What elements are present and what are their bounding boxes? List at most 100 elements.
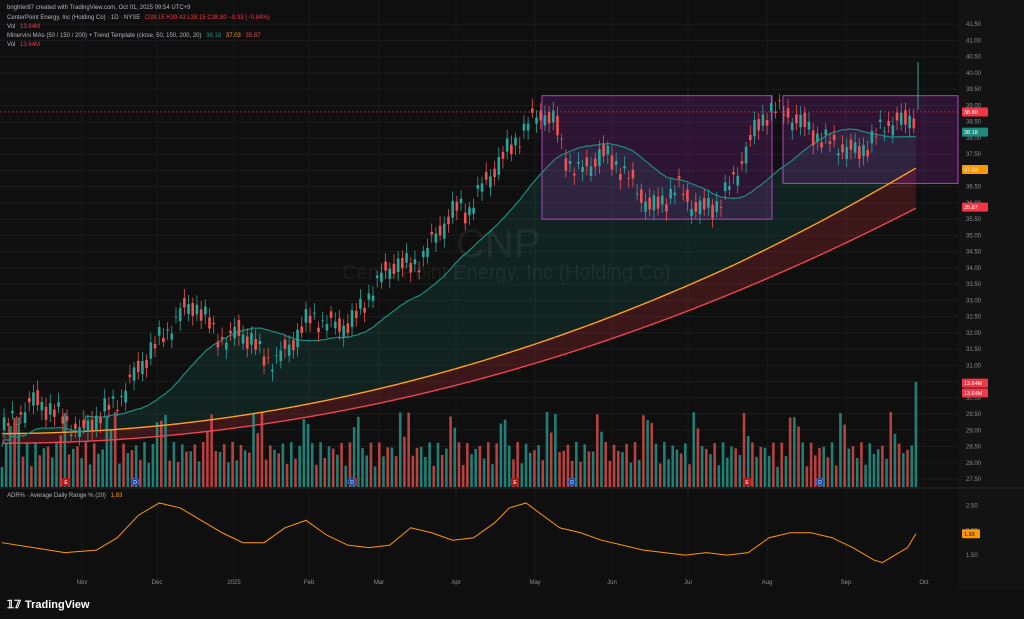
candle-body	[715, 201, 719, 212]
time-axis-label: Dec	[152, 580, 163, 586]
volume-bar	[201, 442, 205, 487]
symbol-title[interactable]: CenterPoint Energy, Inc (Holding Co) · 1…	[7, 15, 141, 21]
volume-bar	[147, 462, 151, 487]
volume-bar	[440, 454, 444, 487]
candle-body	[493, 168, 496, 177]
volume-bar	[482, 458, 486, 487]
candle-body	[61, 416, 65, 424]
candle-body	[187, 304, 190, 314]
time-axis-label: Sep	[841, 580, 852, 586]
volume-bar	[289, 442, 293, 487]
volume-bar	[105, 415, 109, 487]
candle-body	[820, 142, 823, 148]
volume-bar	[373, 466, 377, 487]
candle-body	[862, 145, 865, 157]
volume-bar	[407, 412, 410, 487]
ma200-line	[1, 207, 917, 444]
candle-body	[837, 153, 840, 156]
volume-bar	[155, 422, 159, 487]
candle-body	[786, 108, 790, 118]
candle-body	[614, 161, 618, 165]
volume-bar	[218, 451, 222, 487]
volume-bar	[755, 456, 758, 487]
tradingview-logo-icon: 𝟙𝟟	[7, 599, 21, 611]
candle-body	[631, 169, 635, 179]
candle-body	[816, 133, 819, 142]
candle-body	[132, 367, 136, 381]
candle-body	[832, 134, 836, 141]
candle-body	[11, 410, 14, 414]
volume-bar	[122, 443, 125, 487]
volume-bar	[243, 450, 247, 487]
candle-body	[86, 420, 90, 433]
candle-body	[908, 115, 911, 129]
tradingview-logo[interactable]: 𝟙𝟟 TradingView	[7, 598, 90, 611]
volume-bar	[688, 464, 691, 487]
candle-body	[535, 117, 538, 124]
price-tick-label: 37.50	[966, 152, 982, 158]
volume-bar	[294, 458, 297, 487]
volume-bar	[34, 442, 37, 487]
ma200-value: 35.87	[245, 33, 261, 39]
time-axis-label: Jun	[607, 580, 617, 586]
volume-bar	[730, 446, 733, 487]
candle-body	[375, 275, 379, 278]
candle-body	[577, 161, 580, 164]
ma-indicator-label[interactable]: Minervini MAs (50 / 150 / 200) + Trend T…	[7, 33, 202, 39]
candle-body	[442, 223, 446, 239]
price-axis-tag-label: 37.03	[964, 167, 978, 173]
adr-indicator-label[interactable]: ADR% · Average Daily Range % (20)	[7, 493, 106, 499]
price-tick-label: 32.00	[966, 331, 982, 337]
volume-bar	[130, 449, 134, 487]
candle-body	[157, 327, 161, 336]
candle-body	[841, 144, 844, 153]
candle-body	[36, 390, 39, 406]
candle-body	[304, 309, 308, 323]
candle-body	[539, 110, 543, 121]
volume-bar	[67, 454, 71, 487]
time-axis-label: Mar	[374, 580, 384, 586]
dividend-marker-label: D	[133, 480, 137, 486]
candle-body	[673, 192, 677, 196]
volume-bar	[746, 435, 750, 487]
candle-body	[434, 233, 438, 243]
volume-bar	[495, 443, 498, 487]
volume-bar	[222, 444, 226, 487]
dividend-marker	[567, 477, 577, 487]
candle-body	[237, 320, 241, 336]
volume-bar	[424, 456, 427, 487]
volume-bar	[386, 447, 389, 487]
candle-body	[522, 123, 526, 131]
volume-bar	[256, 433, 260, 487]
price-tick-label: 29.00	[966, 428, 982, 434]
candle-body	[145, 359, 148, 368]
candle-body	[78, 427, 81, 438]
volume-bar	[700, 446, 704, 487]
volume-bar	[549, 432, 553, 487]
volume-bar	[470, 454, 473, 487]
candle-body	[359, 298, 362, 309]
candle-body	[166, 329, 169, 331]
candle-body	[753, 120, 756, 137]
time-axis-label: Feb	[304, 580, 315, 586]
volume-bar	[63, 413, 67, 487]
earnings-marker	[62, 478, 70, 486]
price-axis-tag	[962, 378, 988, 388]
candle-body	[799, 114, 802, 128]
volume-bar	[180, 444, 184, 487]
volume-bar	[352, 427, 356, 487]
candle-body	[178, 308, 182, 322]
candle-body	[656, 196, 660, 209]
volume-bar	[285, 463, 289, 487]
candle-body	[694, 202, 698, 212]
candle-body	[317, 327, 320, 333]
price-tick-label: 41.00	[966, 38, 982, 44]
candle-body	[472, 207, 475, 214]
candle-body	[874, 136, 878, 138]
price-tick-label: 30.00	[966, 396, 982, 402]
candle-body	[589, 166, 593, 176]
price-axis-tag-label: 13.64M	[964, 381, 983, 387]
candle-body	[141, 360, 144, 375]
volume-bar	[642, 415, 645, 487]
